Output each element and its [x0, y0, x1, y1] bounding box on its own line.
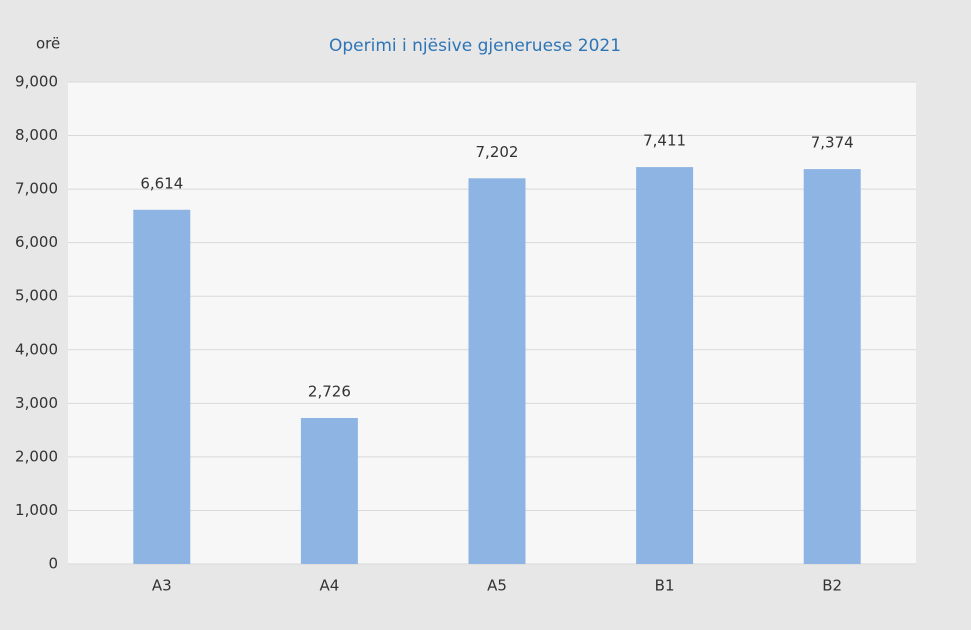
x-tick-label: A5: [487, 577, 507, 595]
x-tick-label: B1: [655, 577, 675, 595]
data-label: 7,202: [476, 143, 519, 161]
y-tick-label: 0: [48, 555, 58, 573]
x-tick-label: A4: [319, 577, 339, 595]
bar: [300, 418, 358, 564]
y-tick-label: 2,000: [15, 447, 58, 465]
bar: [803, 169, 861, 564]
data-label: 6,614: [140, 174, 183, 192]
y-tick-label: 7,000: [15, 180, 58, 198]
y-tick-label: 8,000: [15, 126, 58, 144]
y-tick-label: 9,000: [15, 73, 58, 91]
x-tick-label: A3: [152, 577, 172, 595]
y-axis-label: orë: [36, 35, 60, 53]
y-tick-label: 4,000: [15, 340, 58, 358]
bar: [636, 167, 694, 564]
data-label: 7,374: [811, 134, 854, 152]
data-label: 7,411: [643, 132, 686, 150]
x-tick-label: B2: [822, 577, 842, 595]
bar: [468, 178, 526, 564]
y-tick-label: 3,000: [15, 394, 58, 412]
chart-title: Operimi i njësive gjeneruese 2021: [329, 36, 621, 56]
bar: [133, 209, 191, 564]
y-tick-label: 5,000: [15, 287, 58, 305]
data-label: 2,726: [308, 383, 351, 401]
y-tick-label: 1,000: [15, 501, 58, 519]
y-tick-label: 6,000: [15, 233, 58, 251]
